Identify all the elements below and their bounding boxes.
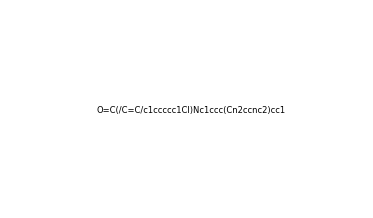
Text: O=C(/C=C/c1ccccc1Cl)Nc1ccc(Cn2ccnc2)cc1: O=C(/C=C/c1ccccc1Cl)Nc1ccc(Cn2ccnc2)cc1 [97, 106, 286, 115]
